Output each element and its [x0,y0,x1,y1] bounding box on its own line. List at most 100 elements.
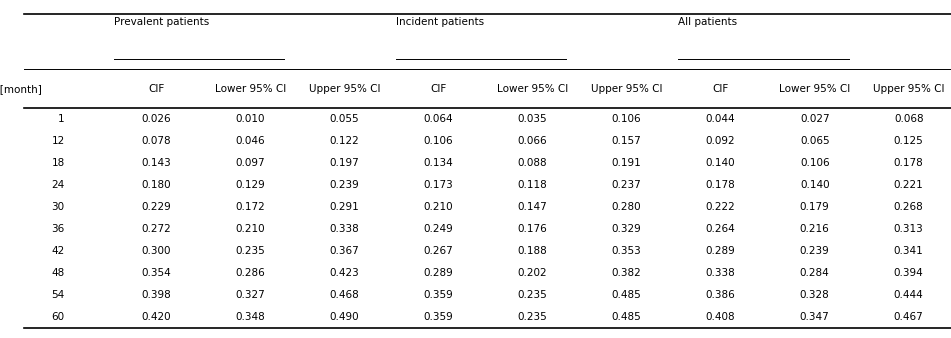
Text: 42: 42 [51,246,65,256]
Text: 0.178: 0.178 [706,180,735,190]
Text: 0.359: 0.359 [423,290,454,300]
Text: 0.408: 0.408 [706,312,735,322]
Text: 0.353: 0.353 [611,246,642,256]
Text: 0.467: 0.467 [894,312,923,322]
Text: 0.140: 0.140 [800,180,829,190]
Text: 0.188: 0.188 [517,246,548,256]
Text: 0.129: 0.129 [236,180,265,190]
Text: CIF: CIF [712,84,728,94]
Text: 0.367: 0.367 [330,246,359,256]
Text: 0.197: 0.197 [330,158,359,168]
Text: 0.300: 0.300 [142,246,171,256]
Text: 0.191: 0.191 [611,158,642,168]
Text: 0.313: 0.313 [894,224,923,234]
Text: Lower 95% CI: Lower 95% CI [779,84,850,94]
Text: 0.272: 0.272 [142,224,171,234]
Text: 0.134: 0.134 [423,158,454,168]
Text: All patients: All patients [678,17,738,27]
Text: 0.172: 0.172 [236,202,265,212]
Text: 0.140: 0.140 [706,158,735,168]
Text: 0.327: 0.327 [236,290,265,300]
Text: 0.338: 0.338 [330,224,359,234]
Text: 0.289: 0.289 [706,246,735,256]
Text: 0.359: 0.359 [423,312,454,322]
Text: 0.210: 0.210 [424,202,454,212]
Text: 0.216: 0.216 [800,224,829,234]
Text: 0.286: 0.286 [236,268,265,278]
Text: 0.490: 0.490 [330,312,359,322]
Text: 0.173: 0.173 [423,180,454,190]
Text: 12: 12 [51,136,65,146]
Text: 0.329: 0.329 [611,224,642,234]
Text: 0.348: 0.348 [236,312,265,322]
Text: 0.268: 0.268 [894,202,923,212]
Text: 0.338: 0.338 [706,268,735,278]
Text: 0.347: 0.347 [800,312,829,322]
Text: 0.092: 0.092 [706,136,735,146]
Text: 0.044: 0.044 [706,114,735,124]
Text: 0.035: 0.035 [517,114,548,124]
Text: 0.106: 0.106 [800,158,829,168]
Text: 24: 24 [51,180,65,190]
Text: 0.179: 0.179 [800,202,829,212]
Text: 0.010: 0.010 [236,114,265,124]
Text: 0.444: 0.444 [894,290,923,300]
Text: Lower 95% CI: Lower 95% CI [215,84,286,94]
Text: 0.328: 0.328 [800,290,829,300]
Text: 0.485: 0.485 [611,312,642,322]
Text: U [month]: U [month] [0,84,42,94]
Text: 0.249: 0.249 [423,224,454,234]
Text: 0.210: 0.210 [236,224,265,234]
Text: 1: 1 [58,114,65,124]
Text: CIF: CIF [148,84,165,94]
Text: 0.394: 0.394 [894,268,923,278]
Text: 0.291: 0.291 [330,202,359,212]
Text: 0.264: 0.264 [706,224,735,234]
Text: 0.235: 0.235 [236,246,265,256]
Text: Upper 95% CI: Upper 95% CI [873,84,944,94]
Text: 0.202: 0.202 [517,268,548,278]
Text: 0.088: 0.088 [517,158,548,168]
Text: 60: 60 [51,312,65,322]
Text: 0.382: 0.382 [611,268,642,278]
Text: CIF: CIF [431,84,447,94]
Text: Upper 95% CI: Upper 95% CI [591,84,662,94]
Text: 0.046: 0.046 [236,136,265,146]
Text: 0.125: 0.125 [894,136,923,146]
Text: 0.398: 0.398 [142,290,171,300]
Text: 0.055: 0.055 [330,114,359,124]
Text: 0.267: 0.267 [423,246,454,256]
Text: 0.284: 0.284 [800,268,829,278]
Text: 0.027: 0.027 [800,114,829,124]
Text: 0.078: 0.078 [142,136,171,146]
Text: 0.468: 0.468 [330,290,359,300]
Text: 36: 36 [51,224,65,234]
Text: 0.420: 0.420 [142,312,171,322]
Text: 0.147: 0.147 [517,202,548,212]
Text: 0.026: 0.026 [142,114,171,124]
Text: 0.239: 0.239 [800,246,829,256]
Text: 54: 54 [51,290,65,300]
Text: 0.485: 0.485 [611,290,642,300]
Text: 0.106: 0.106 [611,114,641,124]
Text: 0.239: 0.239 [330,180,359,190]
Text: 0.064: 0.064 [424,114,454,124]
Text: 0.280: 0.280 [611,202,641,212]
Text: 0.289: 0.289 [423,268,454,278]
Text: Upper 95% CI: Upper 95% CI [309,84,380,94]
Text: 0.341: 0.341 [894,246,923,256]
Text: Incident patients: Incident patients [397,17,484,27]
Text: 0.237: 0.237 [611,180,642,190]
Text: 0.122: 0.122 [330,136,359,146]
Text: Lower 95% CI: Lower 95% CI [497,84,568,94]
Text: 0.118: 0.118 [517,180,548,190]
Text: 0.066: 0.066 [517,136,548,146]
Text: 0.176: 0.176 [517,224,548,234]
Text: 0.386: 0.386 [706,290,735,300]
Text: 0.065: 0.065 [800,136,829,146]
Text: 0.235: 0.235 [517,312,548,322]
Text: 0.068: 0.068 [894,114,923,124]
Text: 0.229: 0.229 [142,202,171,212]
Text: 0.106: 0.106 [424,136,454,146]
Text: 0.143: 0.143 [142,158,171,168]
